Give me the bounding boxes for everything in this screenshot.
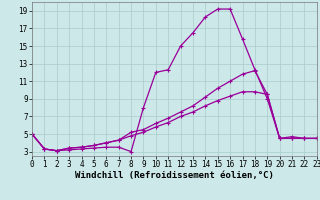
X-axis label: Windchill (Refroidissement éolien,°C): Windchill (Refroidissement éolien,°C) xyxy=(75,171,274,180)
